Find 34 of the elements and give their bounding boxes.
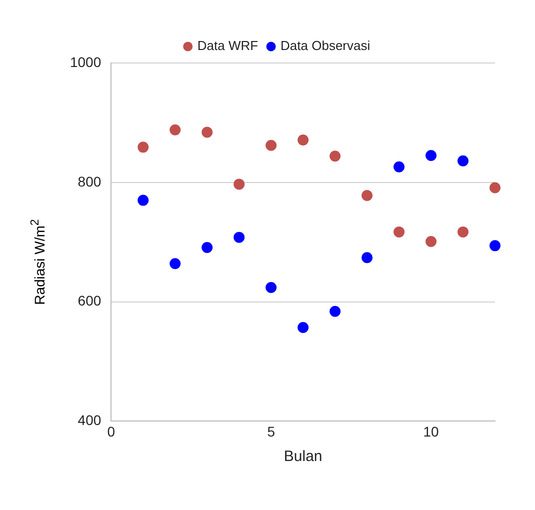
point — [490, 182, 500, 194]
point — [266, 282, 277, 293]
point — [330, 306, 341, 317]
point — [330, 150, 341, 162]
point — [426, 236, 437, 248]
legend-label: Data Observasi — [280, 38, 370, 54]
point — [234, 178, 245, 190]
y-tick-label: 400 — [78, 412, 102, 428]
point — [362, 252, 373, 264]
point — [298, 322, 309, 333]
point — [202, 126, 213, 138]
point — [266, 140, 277, 151]
point — [394, 161, 405, 172]
point — [458, 226, 469, 238]
point — [234, 232, 245, 243]
y-tick-label: 800 — [78, 173, 102, 190]
point — [394, 226, 405, 238]
point — [426, 150, 437, 162]
x-tick-label: 0 — [107, 423, 116, 440]
point — [202, 242, 213, 253]
point — [298, 134, 309, 146]
y-tick-label: 1000 — [70, 54, 102, 70]
y-tick-label: 600 — [78, 292, 102, 309]
point — [490, 240, 500, 252]
point — [138, 194, 149, 206]
legend-label: Data WRF — [197, 38, 258, 54]
point — [138, 142, 149, 153]
x-tick-label: 5 — [267, 423, 276, 440]
point — [458, 155, 469, 166]
point — [170, 258, 181, 270]
point — [362, 190, 373, 202]
x-axis-title: Bulan — [284, 448, 322, 466]
x-tick-label: 10 — [423, 423, 440, 440]
point — [170, 124, 181, 136]
